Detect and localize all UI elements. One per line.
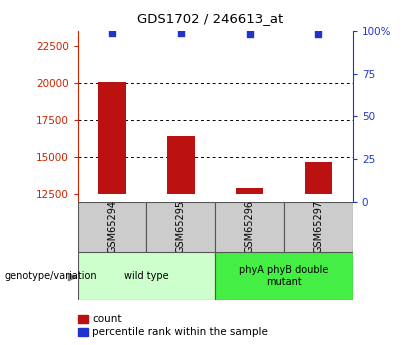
Text: genotype/variation: genotype/variation xyxy=(4,271,97,281)
Text: GSM65296: GSM65296 xyxy=(244,200,255,253)
Point xyxy=(109,30,116,36)
Text: GSM65295: GSM65295 xyxy=(176,200,186,253)
Point xyxy=(246,31,253,36)
Text: percentile rank within the sample: percentile rank within the sample xyxy=(92,327,268,337)
Text: phyA phyB double
mutant: phyA phyB double mutant xyxy=(239,265,329,287)
Text: GSM65294: GSM65294 xyxy=(107,200,117,253)
FancyBboxPatch shape xyxy=(78,252,215,300)
Point xyxy=(178,30,184,36)
FancyBboxPatch shape xyxy=(78,202,147,252)
FancyBboxPatch shape xyxy=(215,202,284,252)
Bar xyxy=(304,162,332,194)
FancyBboxPatch shape xyxy=(284,202,353,252)
Bar xyxy=(167,137,194,194)
Text: GDS1702 / 246613_at: GDS1702 / 246613_at xyxy=(137,12,283,25)
Bar xyxy=(236,188,263,194)
Point xyxy=(315,31,322,36)
FancyBboxPatch shape xyxy=(147,202,215,252)
Bar xyxy=(98,81,126,194)
Text: count: count xyxy=(92,314,122,324)
FancyBboxPatch shape xyxy=(215,252,353,300)
Text: GSM65297: GSM65297 xyxy=(313,200,323,253)
Text: wild type: wild type xyxy=(124,271,169,281)
